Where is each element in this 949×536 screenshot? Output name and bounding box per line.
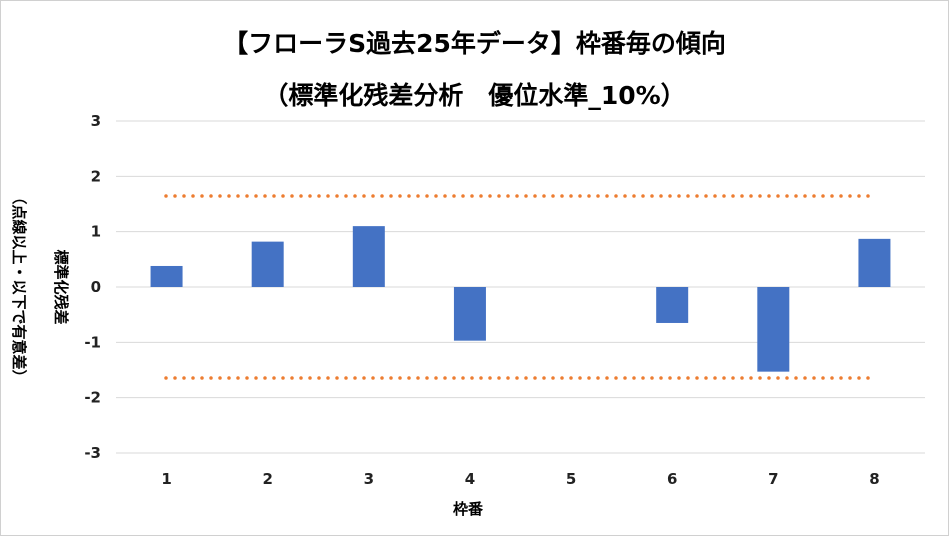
y-axis-ticks: 3 2 1 0 -1 -2 -3 [84,112,101,462]
x-axis-title: 枠番 [453,500,484,518]
x-axis-ticks: 1 2 3 4 5 6 7 8 [161,470,879,488]
chart-subtitle: （標準化残差分析 優位水準_10%） [263,81,686,110]
bar-series [150,226,891,372]
chart-title: 【フローラS過去25年データ】枠番毎の傾向 [223,29,726,58]
bar-3 [352,226,385,287]
y-axis-title: 標準化残差 [52,249,70,324]
y-tick-label: -1 [84,333,101,351]
y-tick-label: 1 [91,223,101,241]
y-tick-label: 3 [91,112,101,130]
bar-6 [656,287,689,323]
x-tick-label: 3 [364,470,374,488]
x-tick-label: 6 [667,470,677,488]
y-tick-label: 0 [91,278,101,296]
x-tick-label: 5 [566,470,576,488]
x-tick-label: 4 [465,470,475,488]
y-tick-label: -2 [84,389,101,407]
bar-7 [757,287,790,372]
x-tick-label: 2 [262,470,272,488]
bar-8 [858,238,891,287]
bar-2 [251,241,284,287]
x-tick-label: 1 [161,470,171,488]
y-tick-label: -3 [84,444,101,462]
y-tick-label: 2 [91,167,101,185]
threshold-lines [164,194,873,380]
bar-4 [453,287,486,341]
bar-1 [150,265,183,287]
x-tick-label: 7 [768,470,778,488]
grid-lines [116,120,925,454]
y-axis-note: （点線以上・以下で有意差） [10,189,28,384]
x-tick-label: 8 [869,470,879,488]
